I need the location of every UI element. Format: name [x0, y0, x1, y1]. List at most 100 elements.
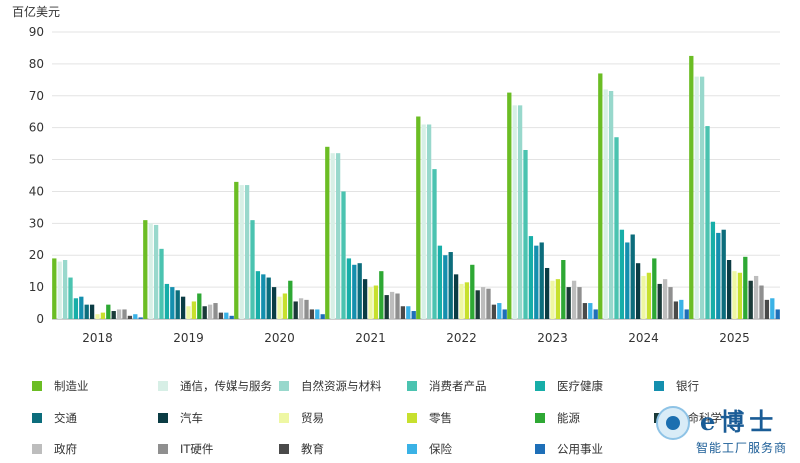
bar [432, 169, 437, 319]
bar [277, 296, 282, 319]
y-tick-label: 10 [29, 280, 44, 294]
y-tick-label: 70 [29, 89, 44, 103]
x-tick-label: 2023 [537, 331, 568, 345]
y-axis-label: 百亿美元 [12, 4, 60, 19]
bar [89, 304, 95, 319]
bar [95, 314, 100, 319]
bar [737, 272, 743, 319]
legend-item: 能源 [535, 410, 580, 426]
watermark-subtitle: 智能工厂服务商 [696, 441, 788, 455]
legend-swatch [279, 413, 289, 423]
bar [170, 287, 175, 319]
bar [523, 149, 528, 319]
legend-swatch [32, 381, 42, 391]
legend-label: 教育 [301, 442, 324, 456]
bar [635, 263, 641, 319]
watermark-title: e博士 [700, 407, 779, 436]
legend-label: 自然资源与材料 [301, 379, 382, 393]
legend-swatch [407, 381, 417, 391]
bar [239, 185, 244, 319]
bar [57, 261, 62, 319]
legend-item: 公用事业 [535, 441, 603, 457]
bar [652, 258, 657, 319]
bar [250, 220, 255, 319]
bar [159, 248, 164, 319]
bar [186, 306, 191, 319]
bar-chart: 百亿美元 0 10 20 30 40 50 60 70 80 90 2018 2019 2020 202… [12, 4, 780, 345]
bar [679, 299, 684, 319]
bar [266, 277, 271, 319]
bar [175, 290, 180, 319]
bar [357, 263, 362, 319]
bar [52, 258, 57, 319]
bar [100, 312, 106, 319]
bar [577, 287, 582, 319]
bar [282, 293, 288, 319]
bar [721, 229, 726, 319]
legend-swatch [158, 381, 168, 391]
bar [480, 287, 486, 319]
legend-label: 通信，传媒与服务 [180, 379, 272, 393]
bar [426, 124, 432, 319]
bar [646, 272, 652, 319]
bar [164, 283, 170, 319]
bar [759, 285, 764, 319]
bar [373, 285, 379, 319]
y-tick-label: 90 [29, 25, 44, 39]
bar [379, 271, 384, 319]
bar [352, 264, 357, 319]
x-axis-ticks: 2018 2019 2020 2021 2022 2023 2024 2025 [82, 331, 750, 345]
legend-label: IT硬件 [180, 442, 214, 456]
bar [153, 224, 159, 319]
bar [625, 242, 630, 319]
bar [689, 55, 694, 320]
bar [726, 260, 732, 319]
bar [335, 153, 341, 319]
bar [106, 304, 111, 319]
bar [630, 234, 635, 319]
bar [79, 296, 84, 319]
bar [459, 283, 464, 319]
bar [673, 301, 679, 319]
bar [406, 306, 411, 319]
bar [507, 92, 512, 319]
bar [116, 309, 122, 319]
bar [694, 76, 699, 320]
bar [684, 309, 689, 319]
legend-label: 制造业 [54, 379, 89, 393]
x-tick-label: 2020 [264, 331, 295, 345]
x-tick-label: 2025 [719, 331, 750, 345]
bar [411, 311, 416, 319]
bar [448, 252, 453, 319]
y-tick-label: 80 [29, 57, 44, 71]
bar [234, 181, 239, 319]
bar [395, 293, 400, 319]
bars [52, 55, 780, 320]
bar [453, 274, 459, 319]
bar [550, 280, 555, 319]
bar [84, 304, 89, 319]
bar [528, 236, 534, 319]
legend-item: 教育 [279, 441, 324, 457]
legend-item: 银行 [654, 378, 699, 394]
bar [470, 264, 475, 319]
legend-label: 保险 [429, 442, 452, 456]
watermark-logo: e博士 智能工厂服务商 [652, 402, 800, 462]
bar [244, 185, 250, 319]
legend-swatch [32, 444, 42, 454]
bar [330, 153, 335, 319]
bar [593, 309, 598, 319]
legend-label: 汽车 [180, 411, 203, 425]
bar [68, 277, 73, 319]
bar [138, 317, 143, 319]
legend-label: 政府 [54, 442, 77, 456]
bar [255, 271, 261, 319]
bar [341, 191, 346, 319]
legend-swatch [535, 381, 545, 391]
bar [437, 245, 443, 319]
bar [475, 290, 480, 319]
bar [619, 229, 625, 319]
bar [743, 256, 748, 319]
bar [770, 298, 775, 319]
bar [539, 242, 544, 319]
